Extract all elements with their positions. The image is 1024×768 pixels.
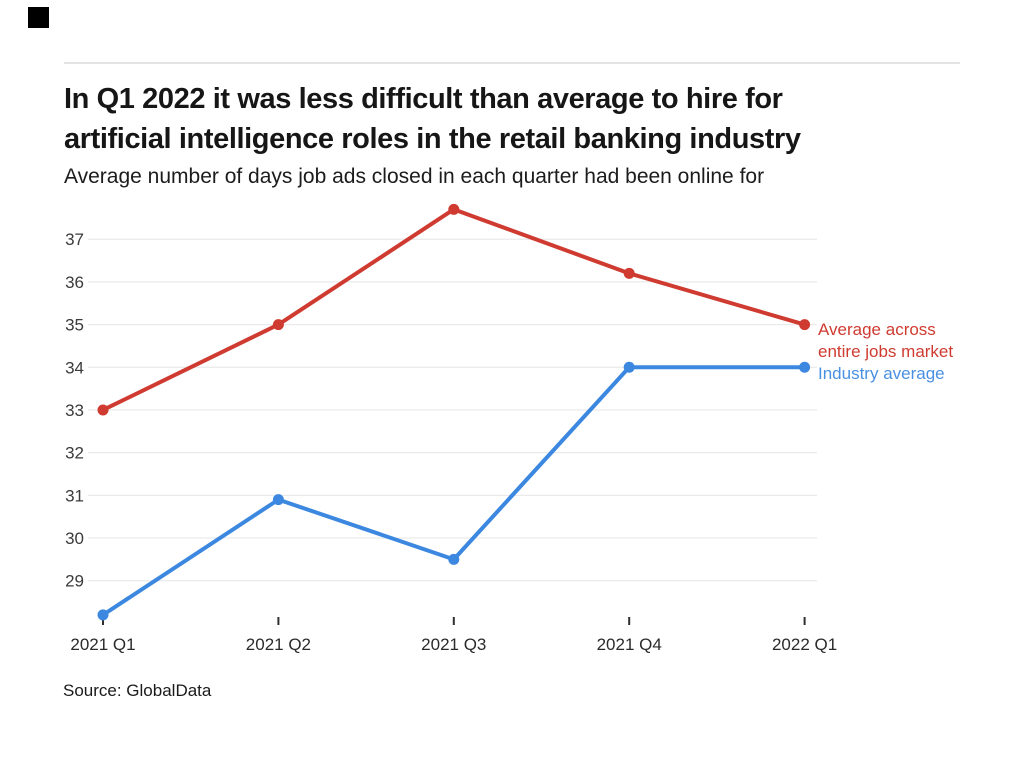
y-axis-tick-label-33: 33 xyxy=(65,401,84,420)
page-title-line2: artificial intelligence roles in the ret… xyxy=(64,123,801,155)
x-axis-tick-label-1: 2021 Q2 xyxy=(246,635,311,654)
series-line-1 xyxy=(101,365,807,617)
data-point-series0-1 xyxy=(272,319,284,331)
data-point-series1-2 xyxy=(448,553,460,565)
x-axis-tick-label-3: 2021 Q4 xyxy=(597,635,662,654)
x-axis-tick-label-2: 2021 Q3 xyxy=(421,635,486,654)
data-point-series0-2 xyxy=(448,203,460,215)
page-title-line1: In Q1 2022 it was less difficult than av… xyxy=(64,83,783,115)
logo-square xyxy=(28,7,49,28)
y-axis-tick-label-30: 30 xyxy=(65,529,84,548)
y-axis-tick-label-32: 32 xyxy=(65,444,84,463)
x-axis-tick-label-0: 2021 Q1 xyxy=(70,635,135,654)
data-point-series0-3 xyxy=(623,267,635,279)
data-point-series0-0 xyxy=(97,404,109,416)
page-title: In Q1 2022 it was less difficult than av… xyxy=(64,79,974,159)
chart-subtitle: Average number of days job ads closed in… xyxy=(64,165,765,188)
y-axis-tick-label-29: 29 xyxy=(65,572,84,591)
y-axis-tick-label-34: 34 xyxy=(65,358,84,377)
x-axis-tick-label-4: 2022 Q1 xyxy=(772,635,837,654)
y-axis-tick-label-36: 36 xyxy=(65,273,84,292)
data-point-series0-4 xyxy=(799,319,811,331)
header-divider xyxy=(64,62,960,64)
y-axis-tick-label-31: 31 xyxy=(65,486,84,505)
data-point-series1-0 xyxy=(97,609,109,621)
y-axis-tick-label-35: 35 xyxy=(65,316,84,335)
source-attribution: Source: GlobalData xyxy=(63,681,212,700)
data-point-series1-4 xyxy=(799,361,811,373)
y-axis-tick-label-37: 37 xyxy=(65,230,84,249)
data-point-series1-3 xyxy=(623,361,635,373)
data-point-series1-1 xyxy=(272,494,284,506)
